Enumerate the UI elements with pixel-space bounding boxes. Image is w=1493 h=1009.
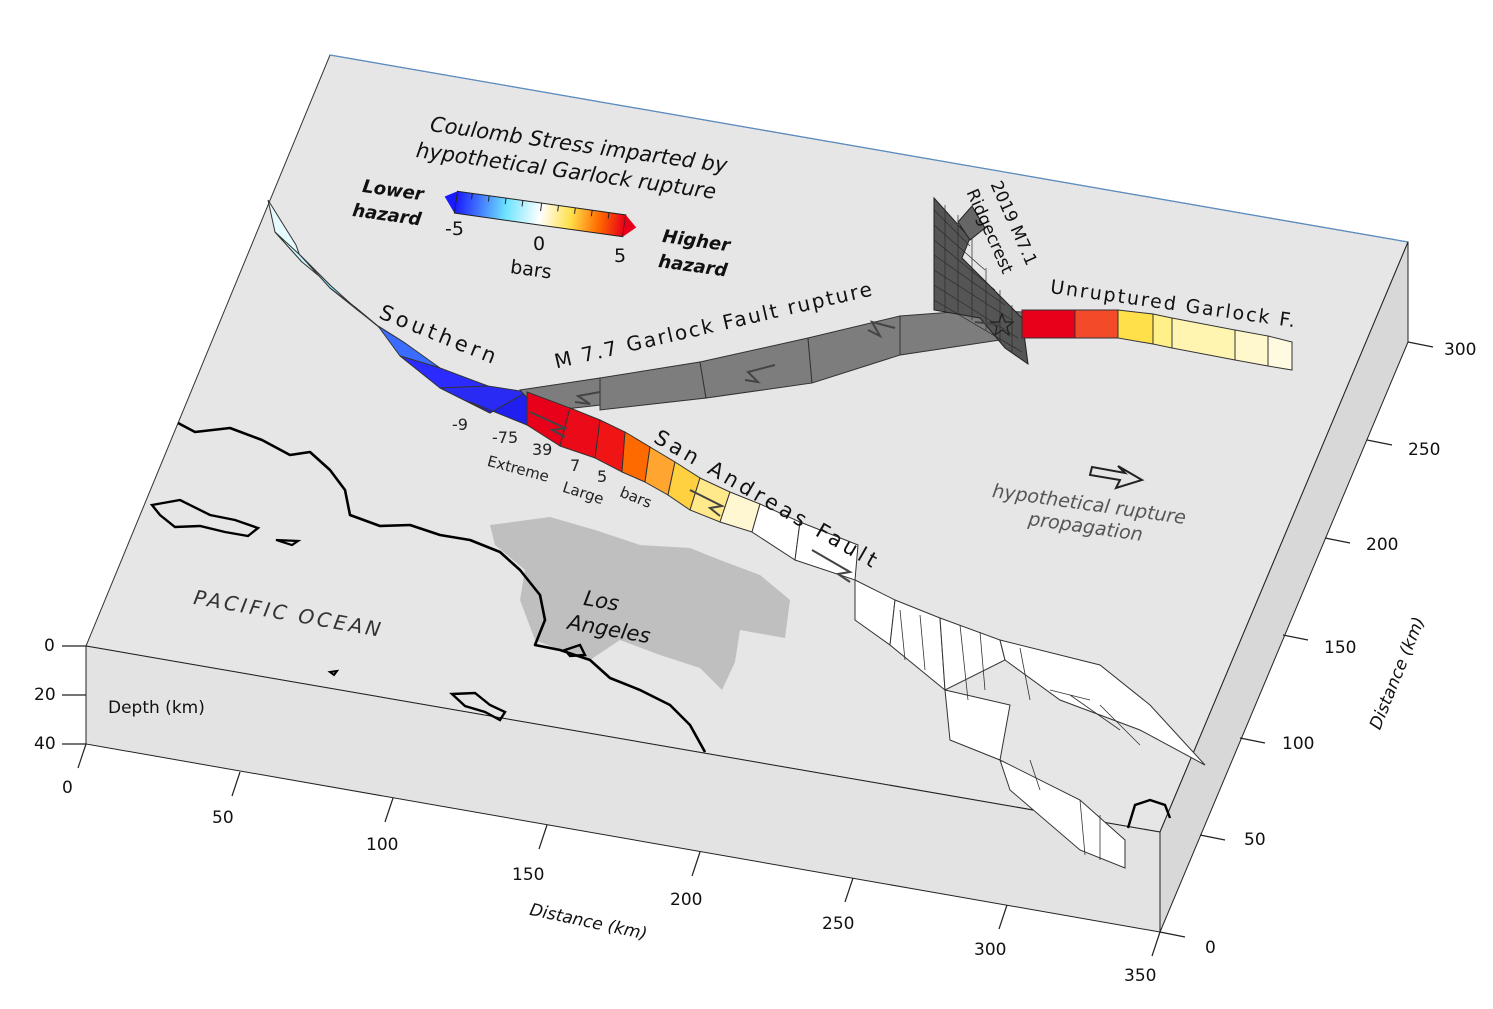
depth-axis-ticks [62, 645, 86, 745]
depth-tick-0: 0 [44, 636, 55, 656]
island-santa-cruz [149, 498, 261, 538]
colorbar-min: -5 [445, 218, 464, 240]
coastline-south [1126, 798, 1172, 829]
y-tick-200: 200 [1366, 535, 1399, 555]
stress-value-4: 7 [570, 456, 581, 475]
arrow-icon-garlock-1 [974, 321, 1001, 326]
x-tick-50: 50 [212, 808, 234, 828]
colorbar [444, 190, 637, 238]
stress-value-3: 39 [532, 440, 553, 459]
arrow-icon-sa-1 [529, 411, 569, 438]
y-axis-ticks [1159, 341, 1434, 938]
y-tick-0: 0 [1205, 938, 1216, 958]
y-tick-50: 50 [1244, 830, 1266, 850]
colorbar-mid: 0 [533, 233, 546, 255]
harbor-detail [562, 643, 587, 658]
island-catalina [449, 691, 507, 722]
arrow-icon-sa-3 [811, 549, 853, 583]
southern-strand-segments [267, 199, 529, 426]
stress-value-2: -75 [492, 428, 519, 447]
depth-axis-label: Depth (km) [108, 698, 205, 718]
arrow-icon-sa-2 [689, 489, 726, 517]
x-tick-200: 200 [670, 890, 703, 910]
stress-value-5: 5 [597, 467, 608, 486]
x-tick-100: 100 [366, 835, 399, 855]
stress-value-1: -9 [452, 415, 468, 434]
island-tiny [327, 669, 340, 677]
san-andreas-segments [526, 391, 1206, 869]
island-small [275, 538, 302, 547]
arrow-icon-garlock-3 [744, 364, 776, 384]
x-tick-250: 250 [822, 914, 855, 934]
hollow-arrow-icon [1088, 465, 1145, 490]
depth-tick-20: 20 [34, 685, 56, 705]
x-tick-150: 150 [512, 865, 545, 885]
colorbar-max: 5 [614, 245, 627, 267]
rupture-arrows [529, 320, 1001, 583]
y-tick-250: 250 [1408, 440, 1441, 460]
y-tick-150: 150 [1324, 638, 1357, 658]
block-top-back-edge [329, 54, 1409, 243]
arrow-icon-garlock-2 [867, 320, 896, 339]
los-angeles-urban-area [490, 517, 790, 690]
coastline [177, 421, 707, 753]
arrow-icon-garlock-4 [574, 391, 601, 405]
unruptured-garlock-segments [1021, 309, 1293, 371]
epicenter-star-icon [989, 312, 1015, 337]
y-tick-300: 300 [1444, 340, 1477, 360]
y-tick-100: 100 [1282, 734, 1315, 754]
depth-tick-40: 40 [34, 734, 56, 754]
x-tick-350: 350 [1124, 966, 1157, 986]
x-tick-300: 300 [974, 940, 1007, 960]
x-tick-0: 0 [62, 778, 73, 798]
x-axis-ticks [77, 743, 1161, 957]
